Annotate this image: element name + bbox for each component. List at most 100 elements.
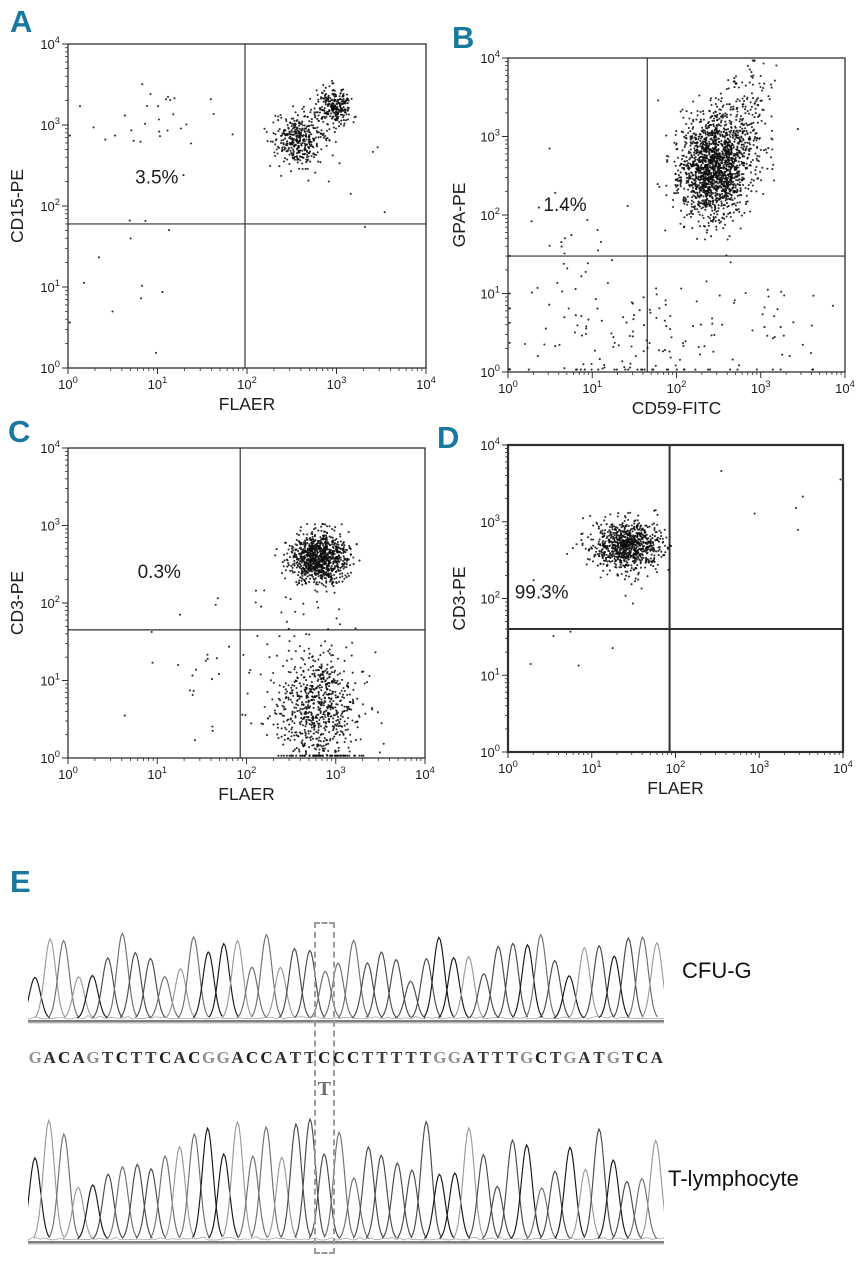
- panel-d-scatter-plot: 10010010110110210210310310410499.3%FLAER…: [450, 436, 853, 798]
- sequence-base: T: [405, 1048, 417, 1067]
- svg-text:100: 100: [40, 359, 60, 376]
- sequence-base: T: [289, 1048, 302, 1067]
- svg-text:101: 101: [480, 285, 500, 302]
- svg-text:101: 101: [582, 379, 602, 396]
- svg-text:100: 100: [480, 743, 500, 760]
- sequence-base: C: [534, 1048, 548, 1067]
- svg-text:103: 103: [480, 128, 500, 145]
- sequence-base: T: [361, 1048, 374, 1067]
- sequence-base: G: [28, 1048, 42, 1067]
- sequence-base: C: [115, 1048, 129, 1067]
- svg-text:102: 102: [237, 765, 257, 782]
- svg-text:101: 101: [147, 765, 167, 782]
- svg-text:100: 100: [498, 759, 518, 776]
- svg-text:100: 100: [58, 765, 78, 782]
- svg-text:102: 102: [480, 590, 500, 607]
- sequence-base: T: [492, 1048, 504, 1067]
- panel-d-letter: D: [437, 420, 460, 455]
- svg-text:102: 102: [480, 206, 500, 223]
- svg-text:100: 100: [498, 379, 518, 396]
- svg-text:103: 103: [480, 513, 500, 530]
- sequence-base: G: [433, 1048, 447, 1067]
- sequence-base: G: [216, 1048, 230, 1067]
- svg-text:CD3-PE: CD3-PE: [8, 571, 27, 635]
- variant-letter: T: [317, 1078, 331, 1100]
- sequence-base: T: [419, 1048, 432, 1067]
- svg-text:CD15-PE: CD15-PE: [8, 169, 27, 243]
- sequence-base: A: [274, 1048, 288, 1067]
- sequence-base: T: [506, 1048, 518, 1067]
- svg-text:103: 103: [751, 379, 771, 396]
- sequence-base: T: [304, 1048, 316, 1067]
- svg-text:103: 103: [40, 116, 60, 133]
- svg-text:102: 102: [40, 594, 60, 611]
- svg-text:0.3%: 0.3%: [138, 562, 181, 583]
- svg-text:104: 104: [480, 49, 500, 66]
- sequence-base: C: [245, 1048, 259, 1067]
- sequence-base: G: [563, 1048, 577, 1067]
- svg-text:104: 104: [833, 759, 853, 776]
- sequence-base: C: [188, 1048, 201, 1067]
- trace-label-cfu-g: CFU-G: [682, 958, 752, 983]
- sequence-base: A: [231, 1048, 244, 1067]
- sequence-base: A: [173, 1048, 186, 1067]
- panel-b-letter: B: [452, 20, 475, 55]
- sequence-base: T: [593, 1048, 605, 1067]
- svg-text:102: 102: [666, 759, 686, 776]
- sequence-base: A: [43, 1048, 56, 1067]
- svg-text:GPA-PE: GPA-PE: [450, 183, 469, 248]
- svg-text:100: 100: [58, 375, 78, 392]
- svg-text:101: 101: [148, 375, 168, 392]
- sequence-base: T: [477, 1048, 489, 1067]
- sequence-base: C: [57, 1048, 71, 1067]
- chromatogram-cfu-g: [28, 932, 664, 1024]
- panel-a-letter: A: [10, 4, 33, 39]
- sequence-base: T: [622, 1048, 634, 1067]
- sequence-base: G: [202, 1048, 216, 1067]
- svg-text:102: 102: [667, 379, 687, 396]
- svg-text:3.5%: 3.5%: [135, 167, 178, 188]
- svg-text:100: 100: [40, 749, 60, 766]
- sequence-base: A: [650, 1048, 663, 1067]
- svg-text:102: 102: [40, 197, 60, 214]
- svg-text:104: 104: [835, 379, 855, 396]
- svg-text:101: 101: [480, 666, 500, 683]
- sequence-base: T: [130, 1048, 143, 1067]
- sequence-base: T: [145, 1048, 157, 1067]
- svg-text:104: 104: [40, 35, 60, 52]
- sequence-base: C: [636, 1048, 649, 1067]
- chromatogram-t-lymphocyte: [28, 1117, 664, 1245]
- sequence-base: G: [86, 1048, 100, 1067]
- svg-text:103: 103: [326, 765, 346, 782]
- sequence-base: G: [606, 1048, 620, 1067]
- svg-text:101: 101: [40, 672, 60, 689]
- sequence-base: G: [520, 1048, 534, 1067]
- svg-text:FLAER: FLAER: [218, 784, 274, 804]
- sequence-base: C: [347, 1048, 360, 1067]
- sequence-base: C: [260, 1048, 273, 1067]
- svg-text:104: 104: [415, 765, 435, 782]
- sequence-base: A: [462, 1048, 475, 1067]
- sequence-base: T: [549, 1048, 562, 1067]
- panel-e-letter: E: [10, 864, 31, 899]
- sequence-base: T: [390, 1048, 403, 1067]
- sequence-base: A: [578, 1048, 591, 1067]
- svg-text:101: 101: [40, 278, 60, 295]
- svg-text:FLAER: FLAER: [219, 394, 275, 414]
- svg-text:102: 102: [237, 375, 257, 392]
- sequence-base: A: [72, 1048, 85, 1067]
- trace-label-t-lymphocyte: T-lymphocyte: [668, 1166, 799, 1191]
- sequence-base: G: [447, 1048, 461, 1067]
- svg-text:101: 101: [582, 759, 602, 776]
- panel-c-letter: C: [8, 414, 31, 449]
- svg-text:104: 104: [480, 436, 500, 453]
- sequence-base: C: [159, 1048, 172, 1067]
- svg-text:104: 104: [40, 439, 60, 456]
- svg-text:104: 104: [416, 375, 436, 392]
- svg-text:100: 100: [480, 363, 500, 380]
